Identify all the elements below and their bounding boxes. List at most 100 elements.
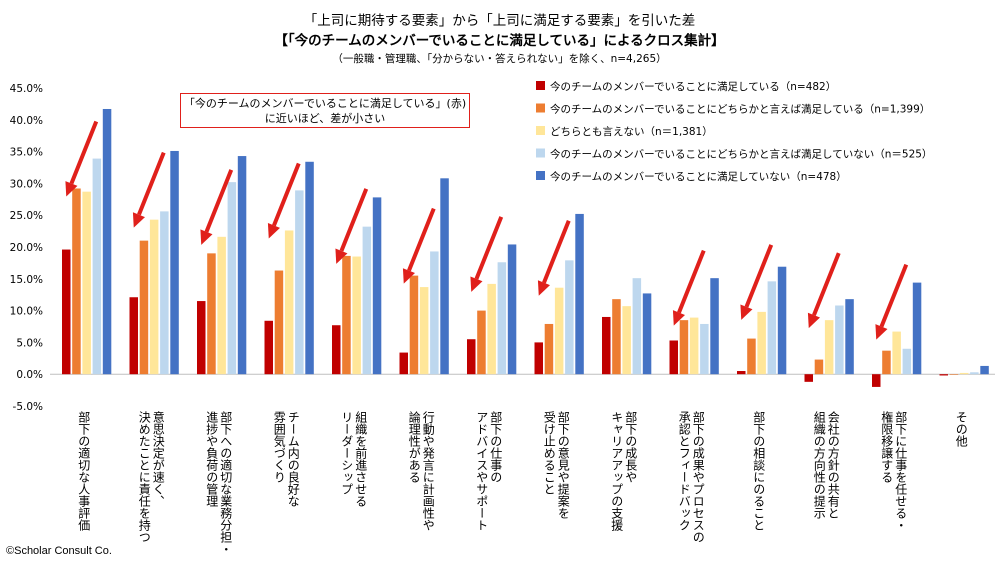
bar: [440, 178, 449, 375]
bar: [689, 317, 699, 375]
legend-swatch: [536, 171, 545, 180]
category-label: 部下に仕事を任せる・: [894, 410, 908, 531]
category-label: 受け止めること: [542, 411, 556, 495]
arrow-shaft: [542, 219, 571, 284]
bar: [352, 256, 361, 375]
bar: [872, 374, 881, 387]
bar: [902, 348, 912, 375]
bar: [62, 249, 71, 375]
bar: [160, 211, 169, 375]
category-label: 部下への適切な業務分担・: [219, 410, 233, 555]
bar: [92, 158, 102, 375]
y-tick-label: 20.0%: [10, 242, 43, 254]
bar: [737, 371, 746, 375]
category-label: 行動や発言に計画性や: [421, 411, 435, 531]
arrow-head: [740, 304, 753, 320]
arrow-shaft: [69, 120, 99, 185]
bar: [939, 374, 948, 376]
bar: [710, 278, 719, 375]
category-label: 進捗や負荷の管理: [205, 411, 219, 507]
bar: [835, 305, 844, 375]
bar: [892, 331, 901, 375]
bar: [305, 161, 314, 375]
chart-subtitle: 【「今のチームのメンバーでいることに満足している」によるクロス集計】: [274, 33, 725, 49]
bar: [139, 240, 149, 375]
bar: [372, 197, 382, 375]
bar: [467, 339, 476, 375]
legend-label: 今のチームのメンバーでいることにどちらかと言えば満足している（n=1,399）: [550, 103, 930, 116]
category-label: 意思決定が速く、: [151, 410, 165, 507]
arrow-shaft: [272, 162, 301, 227]
arrow-shaft: [879, 263, 909, 328]
legend-swatch: [536, 103, 545, 113]
arrow-shaft: [204, 169, 234, 233]
y-tick-label: 35.0%: [10, 147, 43, 159]
category-label: 部下の成長や: [624, 410, 638, 483]
arrow-head: [807, 312, 820, 329]
legend-swatch: [536, 148, 545, 158]
bar: [912, 282, 922, 375]
category-label: 雰囲気づくり: [272, 411, 286, 483]
y-tick-label: 0.0%: [16, 369, 43, 381]
bar: [602, 316, 611, 375]
category-label: 部下の意見や提案を: [556, 410, 570, 519]
bar: [409, 275, 419, 375]
bar: [959, 372, 969, 375]
category-label: 部下の適切な人事評価: [77, 410, 91, 531]
arrow-shaft: [474, 216, 504, 280]
bar: [882, 350, 891, 375]
bar: [767, 281, 777, 375]
bar: [949, 374, 959, 375]
arrow-head: [335, 248, 348, 264]
category-label: 部下の成果やプロセスの: [691, 410, 705, 543]
category-label: 論理性がある: [407, 410, 421, 483]
bar: [487, 283, 496, 375]
category-label: 部下の仕事の: [489, 410, 503, 483]
bar: [102, 108, 112, 375]
bar: [170, 150, 179, 375]
legend-label: 今のチームのメンバーでいることに満足している（n=482）: [550, 80, 836, 93]
bar: [274, 270, 284, 375]
category-label: その他: [954, 411, 968, 447]
y-tick-label: 25.0%: [10, 210, 43, 222]
annotation-box: 「今のチームのメンバーでいることに満足している」(赤) に近いほど、差が小さい: [180, 93, 470, 128]
category-label: 承認とフィードバック: [677, 411, 691, 531]
category-label: リーダーシップ: [340, 411, 354, 495]
category-label: 組織を前進させる: [354, 411, 368, 507]
category-label: チーム内の良好な: [286, 411, 300, 507]
bar: [544, 323, 554, 375]
bar: [632, 278, 642, 375]
arrow-head: [537, 280, 550, 296]
bar: [477, 310, 486, 375]
bar: [534, 342, 543, 375]
bar: [129, 297, 138, 375]
bar: [295, 190, 304, 375]
bar: [227, 182, 237, 375]
bar: [679, 320, 689, 375]
legend-label: 今のチームのメンバーでいることにどちらかと言えば満足していない（n＝525）: [550, 148, 932, 161]
bar: [757, 311, 766, 375]
legend-swatch: [536, 126, 545, 135]
arrow-shaft: [137, 151, 166, 216]
bar: [669, 340, 678, 375]
y-tick-label: 30.0%: [10, 178, 43, 190]
bar: [804, 374, 813, 382]
bar: [565, 260, 574, 375]
arrow-head: [200, 229, 213, 245]
y-tick-label: 45.0%: [10, 83, 43, 95]
bar: [824, 320, 834, 375]
arrow-head: [402, 268, 415, 284]
y-tick-label: 40.0%: [10, 115, 43, 127]
category-label: 決めたことに責任を持つ: [137, 411, 151, 543]
bar: [82, 191, 91, 375]
bar: [332, 325, 341, 375]
bar: [980, 365, 989, 375]
bar: [845, 299, 854, 375]
bar: [419, 287, 429, 375]
bar: [814, 359, 824, 375]
arrow-head: [65, 181, 78, 197]
bar: [237, 156, 247, 375]
bar: [970, 372, 979, 375]
